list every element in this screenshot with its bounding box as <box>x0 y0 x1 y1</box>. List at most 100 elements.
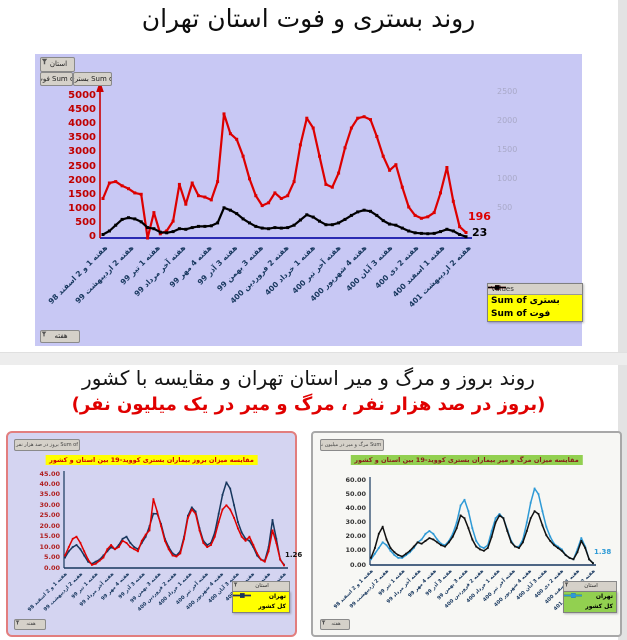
y-tick: 30.00 <box>39 500 60 509</box>
country-incidence-series-marker <box>64 556 66 559</box>
bestari-series-marker <box>152 211 156 215</box>
country-incidence-series-marker <box>275 537 278 540</box>
fot-series-marker <box>445 227 449 231</box>
field-button-bestari-label: Sum of بستری <box>74 74 111 83</box>
fot-series-marker <box>184 227 188 231</box>
tehran-incidence-series-marker <box>283 564 285 567</box>
field-button-bestari[interactable]: Sum of بستری <box>73 72 112 86</box>
province-filter-button[interactable]: استان <box>40 57 75 72</box>
bestari-series-marker <box>101 197 105 200</box>
tehran-incidence-series-marker <box>187 517 189 519</box>
tehran-incidence-series-marker <box>210 544 212 546</box>
country-mortality-series-line <box>370 487 594 564</box>
tehran-incidence-series-marker <box>106 548 109 551</box>
tehran-incidence-series-marker <box>271 529 274 532</box>
week-filter-button[interactable]: هفته <box>40 330 80 343</box>
bestari-series-marker <box>356 116 360 120</box>
country-mortality-series-marker <box>522 538 524 541</box>
tehran-mortality-series-marker <box>420 542 423 545</box>
country-mortality-series-marker <box>401 557 404 559</box>
week-filter-label: هفته <box>54 332 68 340</box>
bestari-series-marker <box>120 184 124 188</box>
bestari-series-marker <box>209 198 213 202</box>
tehran-incidence-series-marker <box>179 552 182 555</box>
bestari-end-value: 196 <box>468 210 491 223</box>
tehran-mortality-series-marker <box>377 532 380 535</box>
tehran-mortality-series-marker <box>475 545 478 548</box>
bestari-series-marker <box>235 137 239 141</box>
country-incidence-series-marker <box>133 546 136 548</box>
y-tick: 30.00 <box>345 518 366 526</box>
y-tick: 50.00 <box>345 489 366 498</box>
fot-series-marker <box>451 229 455 233</box>
bestari-series-marker <box>413 213 417 217</box>
tehran-incidence-series-marker <box>98 559 101 562</box>
country-mortality-series-marker <box>580 537 583 539</box>
tehran-mortality-series-marker <box>580 540 583 542</box>
bestari-series-marker <box>432 211 436 215</box>
incidence-week-filter-button[interactable]: هفته <box>14 619 46 630</box>
tehran-incidence-series-marker <box>125 542 128 544</box>
fot-series-marker <box>464 235 468 239</box>
country-mortality-series-marker <box>424 532 427 535</box>
country-incidence-series-marker <box>252 546 255 548</box>
fot-series-marker <box>267 227 271 231</box>
main-legend: Values Sum of بستری Sum of فوت <box>487 283 583 323</box>
mortality-week-filter-button[interactable]: هفته <box>320 619 350 630</box>
tehran-incidence-series-marker <box>79 542 82 544</box>
tehran-incidence-series-marker <box>206 546 209 548</box>
tehran-mortality-series-marker <box>506 530 509 532</box>
tehran-incidence-series-marker <box>67 546 70 548</box>
fot-series-marker <box>362 208 366 212</box>
tehran-mortality-series-marker <box>463 517 466 520</box>
fot-series-line <box>102 206 467 238</box>
bestari-series-marker <box>458 225 462 229</box>
country-incidence-series-marker <box>248 539 251 542</box>
y-right-tick: 2500 <box>497 87 518 96</box>
bestari-series-marker <box>254 194 258 198</box>
bestari-series-marker <box>311 126 315 130</box>
section2-title: روند بروز و مرگ و میر استان تهران و مقای… <box>82 366 535 390</box>
tehran-incidence-series-marker <box>164 539 166 542</box>
mortality-field-button[interactable]: Sum of مرگ و میر در میلیون نفر <box>320 439 384 451</box>
y-tick: 5.00 <box>43 553 60 562</box>
tehran-mortality-series-marker <box>397 554 400 556</box>
mortality-chart-title: مقایسه میزان مرگ و میر بیماران بستری کوو… <box>350 455 583 466</box>
legend-label: Sum of بستری <box>491 296 560 307</box>
bestari-series-marker <box>394 163 398 167</box>
fot-series-marker <box>146 226 150 230</box>
tehran-mortality-series-marker <box>549 540 552 542</box>
tehran-incidence-series-marker <box>194 512 197 515</box>
legend-marker-icon <box>564 593 582 598</box>
tehran-mortality-series-marker <box>405 552 407 555</box>
fot-series-marker <box>432 231 436 235</box>
country-mortality-series-marker <box>525 521 528 524</box>
tehran-incidence-series-marker <box>217 521 220 523</box>
tehran-incidence-series-marker <box>91 564 93 566</box>
country-mortality-series-marker <box>377 547 380 549</box>
country-incidence-series-marker <box>98 558 101 561</box>
country-mortality-series-marker <box>479 545 481 548</box>
country-mortality-series-marker <box>576 548 579 551</box>
main-title: روند بستری و فوت استان تهران <box>141 4 476 33</box>
country-incidence-series-marker <box>87 560 89 563</box>
country-mortality-series-marker <box>444 544 446 547</box>
fot-series-marker <box>190 226 194 230</box>
tehran-incidence-series-marker <box>263 560 266 563</box>
y-tick: 35.00 <box>39 490 60 499</box>
y-tick: 0.00 <box>43 563 60 572</box>
country-mortality-series-marker <box>494 517 497 520</box>
tehran-mortality-series-marker <box>522 541 524 544</box>
bestari-series-marker <box>305 116 309 120</box>
fot-series-marker <box>158 230 162 234</box>
country-mortality-series-marker <box>455 521 458 524</box>
legend-marker-icon <box>488 285 506 290</box>
fot-series-marker <box>260 226 264 230</box>
country-incidence-series-marker <box>110 546 112 548</box>
tehran-incidence-series-marker <box>240 535 243 538</box>
y-left-tick: 1000 <box>68 202 96 214</box>
mortality-legend-filter-label: استان <box>584 582 598 589</box>
incidence-field-button[interactable]: Sum of بروز در صد هزار نفر <box>14 439 80 451</box>
field-button-fot[interactable]: Sum of فوت <box>40 72 73 86</box>
tehran-incidence-series-marker <box>256 552 258 555</box>
